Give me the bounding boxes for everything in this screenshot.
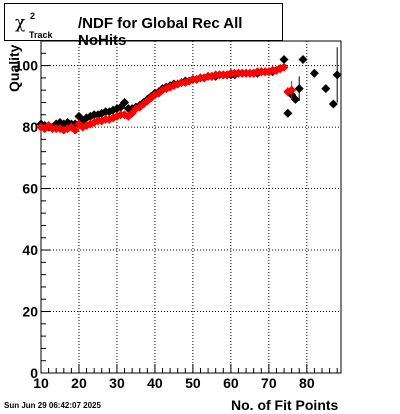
data-point-black <box>321 84 331 94</box>
x-tick-label: 30 <box>109 375 125 391</box>
title-text: /NDF for Global Rec All NoHits <box>78 15 243 49</box>
data-point-black <box>298 54 308 64</box>
y-tick-label: 100 <box>15 58 39 74</box>
y-tick-label: 60 <box>22 181 38 197</box>
x-tick-label: 70 <box>261 375 277 391</box>
y-tick-label: 20 <box>22 304 38 320</box>
data-point-red <box>59 125 69 135</box>
x-tick-label: 40 <box>147 375 163 391</box>
data-point-red <box>36 122 46 132</box>
x-tick-label: 80 <box>299 375 315 391</box>
datestamp: Sun Jun 29 06:42:07 2025 <box>4 401 101 410</box>
x-axis-label: No. of Fit Points <box>231 397 339 413</box>
y-axis-label: Quality <box>6 44 22 92</box>
title-chi-symbol: χ <box>15 13 26 33</box>
x-tick-label: 10 <box>33 375 49 391</box>
plot-area <box>41 41 341 373</box>
plot-frame <box>40 40 342 374</box>
data-point-black <box>294 84 304 94</box>
data-point-black <box>309 68 319 78</box>
data-point-black <box>283 108 293 118</box>
data-point-red <box>66 122 76 132</box>
x-tick-label: 60 <box>223 375 239 391</box>
y-tick-label: 40 <box>22 242 38 258</box>
data-point-black <box>328 99 338 109</box>
data-point-black <box>332 70 342 80</box>
title-superscript: 2 <box>30 11 36 21</box>
data-point-black <box>279 54 289 64</box>
data-point-black <box>120 97 130 107</box>
title-subscript: Track <box>29 30 53 40</box>
y-tick-label: 80 <box>22 119 38 135</box>
data-point-black <box>290 94 300 104</box>
x-tick-label: 50 <box>185 375 201 391</box>
data-point-red <box>287 85 297 95</box>
data-point-red <box>70 125 80 135</box>
data-point-red <box>279 62 289 72</box>
chart-title-box: χ 2 Track /NDF for Global Rec All NoHits <box>4 3 283 49</box>
y-tick-label: 0 <box>30 365 38 381</box>
x-tick-label: 20 <box>71 375 87 391</box>
